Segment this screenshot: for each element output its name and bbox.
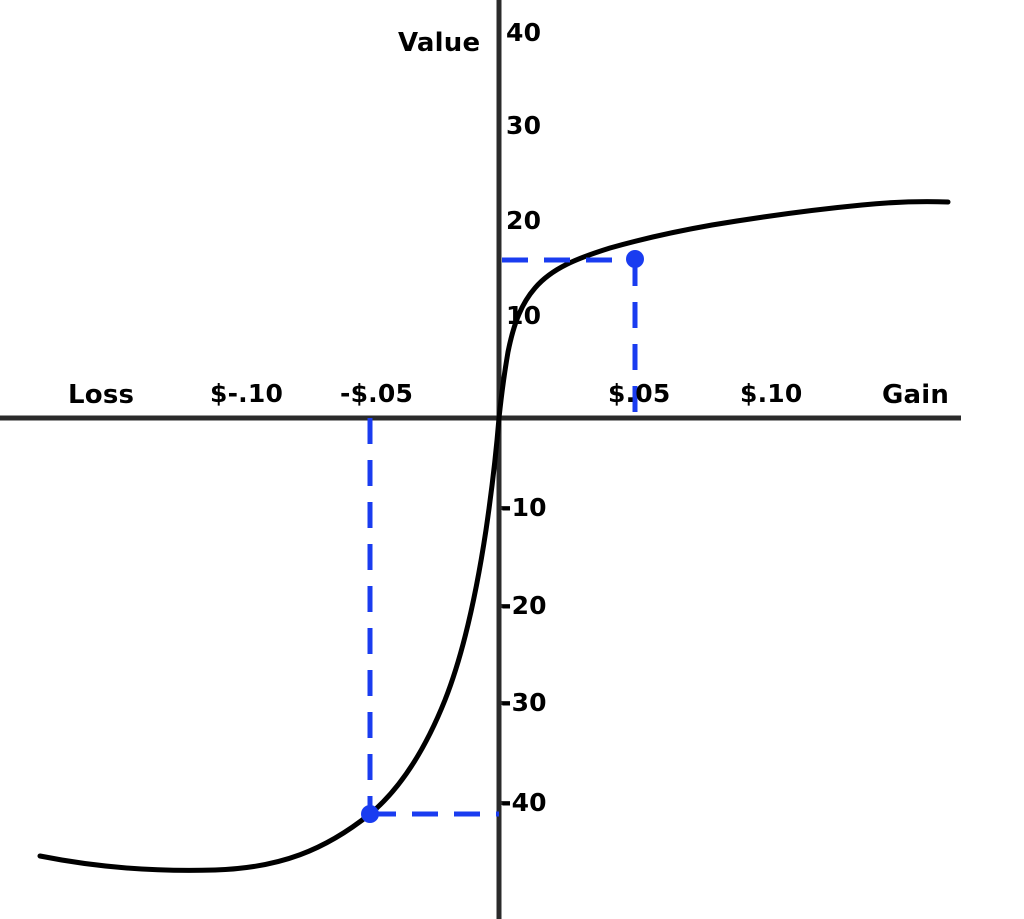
y-tick-label-30: 30 (506, 111, 542, 140)
loss-reference-point-marker (361, 805, 379, 823)
x-tick-label-neg-10: $-.10 (210, 379, 284, 408)
y-tick-label-neg-40: -40 (501, 788, 547, 817)
loss-axis-label: Loss (68, 380, 135, 410)
y-tick-label-neg-30: -30 (501, 688, 547, 717)
x-tick-label-pos-10: $.10 (740, 379, 803, 408)
y-tick-label-neg-20: -20 (501, 591, 547, 620)
gain-reference-point-marker (626, 250, 644, 268)
y-tick-label-20: 20 (506, 206, 542, 235)
x-tick-label-pos-05: $.05 (608, 379, 671, 408)
gain-axis-label: Gain (882, 380, 950, 410)
y-tick-label-10: 10 (506, 301, 542, 330)
y-tick-label-neg-10: -10 (501, 493, 547, 522)
y-tick-label-40: 40 (506, 18, 542, 47)
value-function-curve (37, 199, 951, 873)
value-axis-title: Value (398, 28, 481, 58)
x-tick-label-neg-05: -$.05 (340, 379, 414, 408)
